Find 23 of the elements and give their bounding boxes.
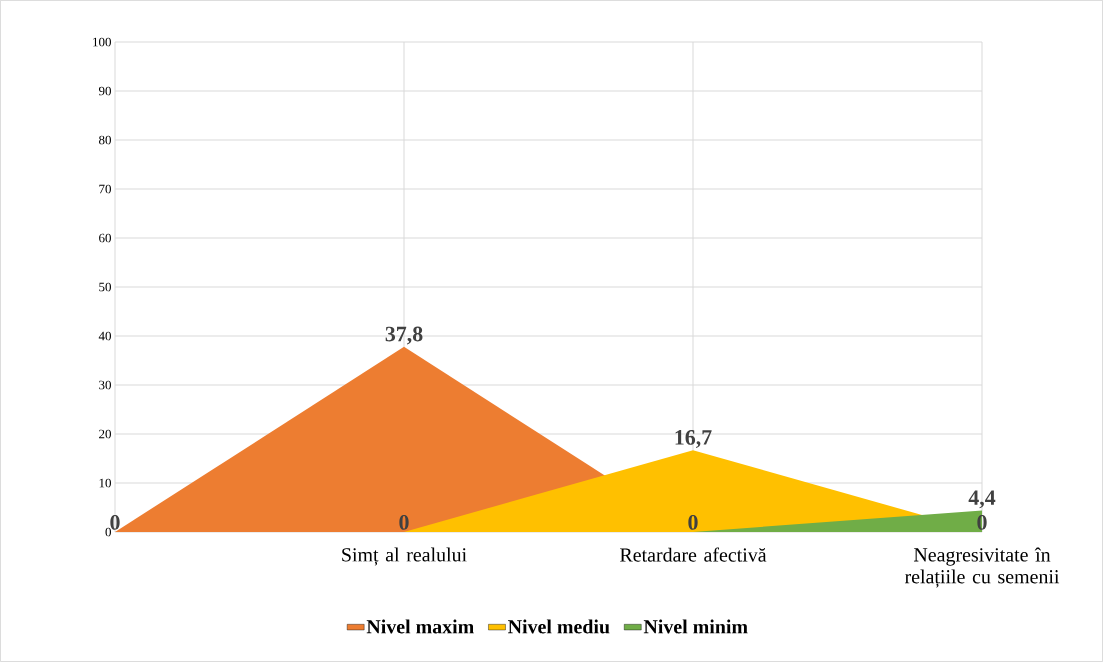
y-tick-label: 100 <box>93 37 111 47</box>
legend-label: Nivel mediu <box>508 619 610 634</box>
y-tick-label: 90 <box>98 86 111 96</box>
y-tick-label: 20 <box>99 429 111 439</box>
y-tick-label: 80 <box>99 135 111 145</box>
y-tick-label: 60 <box>99 233 111 243</box>
y-tick-label: 10 <box>99 478 111 488</box>
y-tick-label: 40 <box>98 331 111 341</box>
data-label: 0 <box>977 515 987 530</box>
x-tick-label: Neagresivitate în relațiile cu semenii <box>904 547 1060 588</box>
data-label: 0 <box>399 515 409 530</box>
x-tick-label: Simț al realului <box>342 547 467 566</box>
y-tick-label: 50 <box>99 282 111 292</box>
data-label: 16,7 <box>675 430 712 448</box>
data-label: 4,4 <box>968 490 996 509</box>
x-tick-label: Retardare afectivă <box>620 547 767 562</box>
y-tick-label: 70 <box>99 184 111 194</box>
data-label: 37,8 <box>385 326 423 345</box>
legend-label: Nivel minim <box>643 619 748 634</box>
data-label: 0 <box>688 515 698 530</box>
y-tick-label: 30 <box>99 380 111 390</box>
y-tick-label: 0 <box>105 527 111 537</box>
legend-label: Nivel maxim <box>366 619 474 634</box>
